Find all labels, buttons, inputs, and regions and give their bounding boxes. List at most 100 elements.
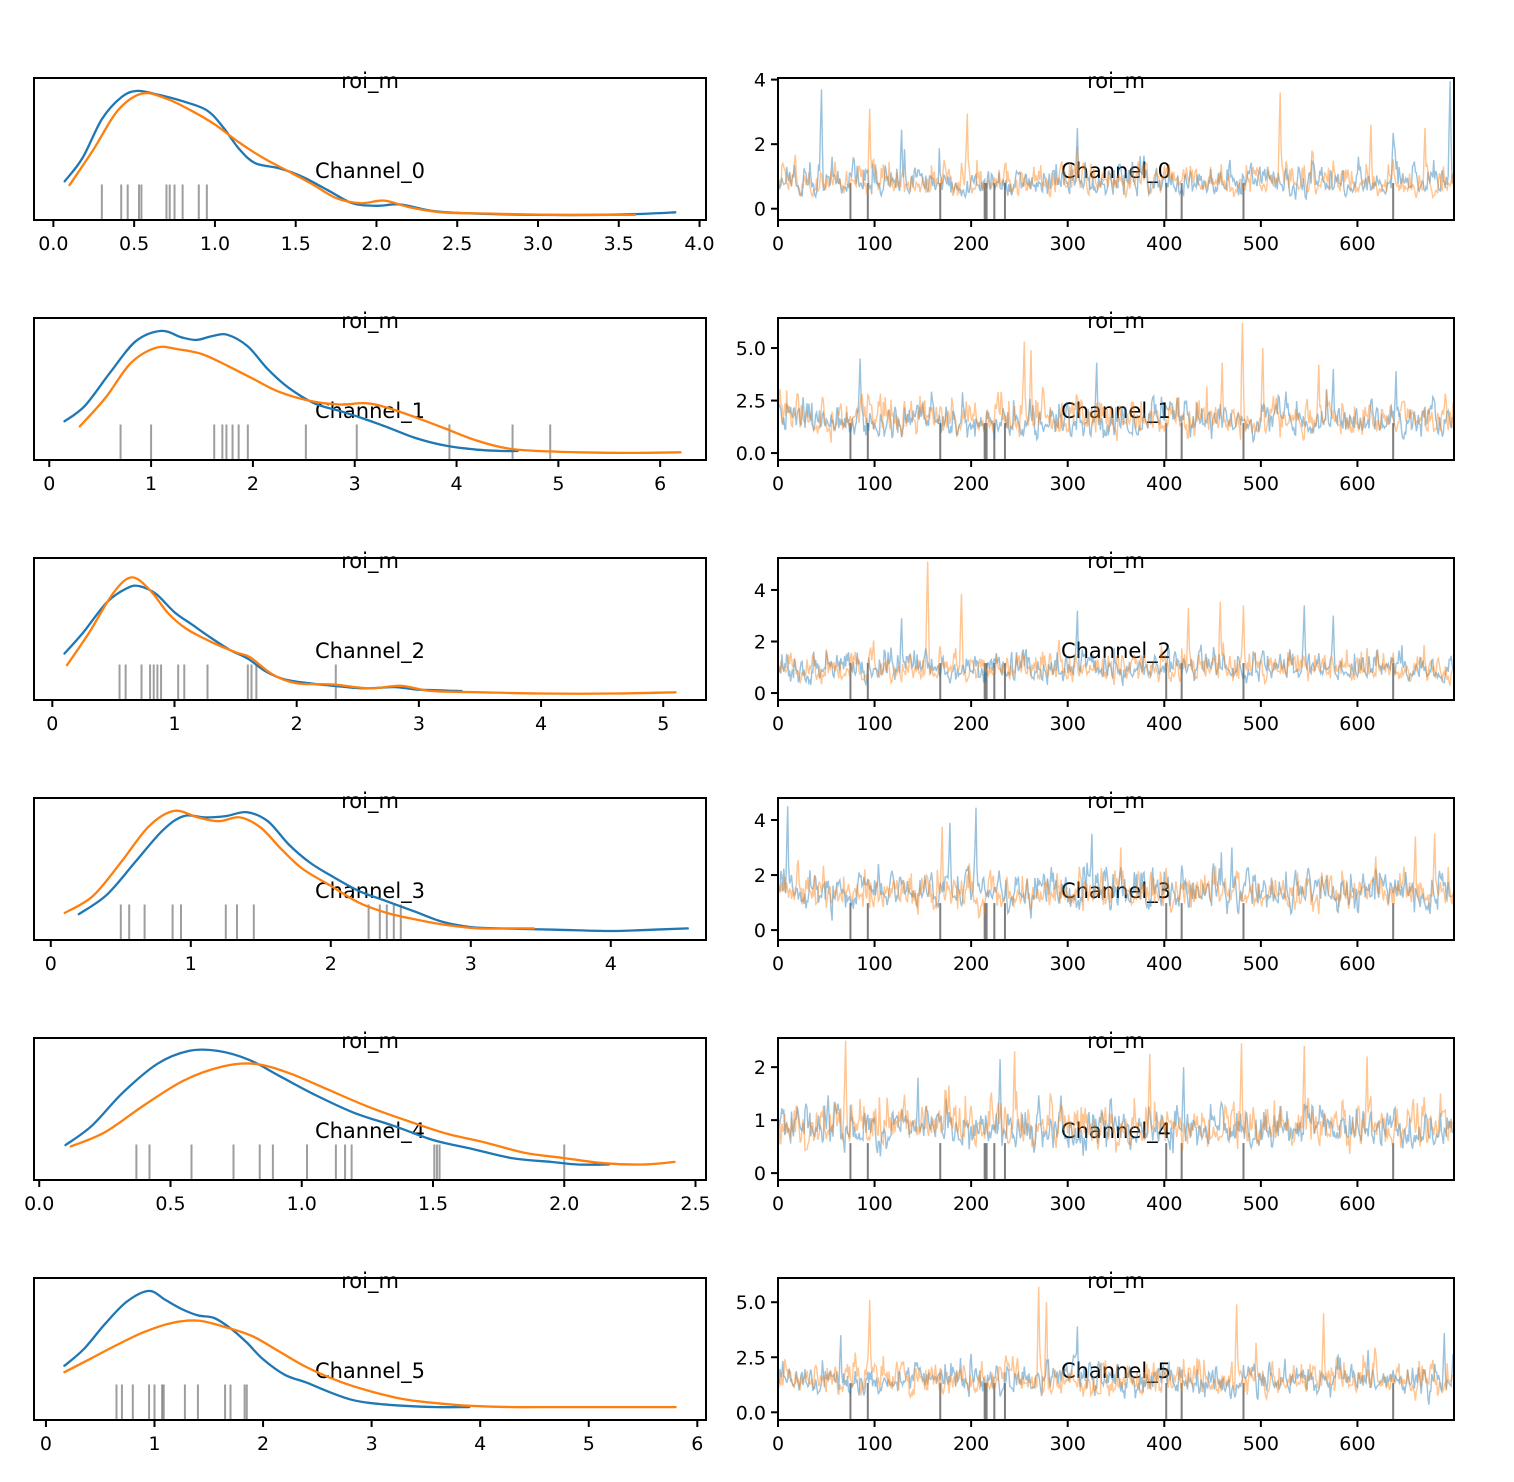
svg-text:3: 3: [366, 1433, 378, 1455]
title-line-1: roi_m: [1087, 69, 1145, 93]
svg-text:100: 100: [856, 1433, 892, 1455]
svg-text:400: 400: [1146, 233, 1182, 255]
svg-text:6: 6: [691, 1433, 703, 1455]
svg-text:2: 2: [754, 631, 766, 653]
svg-text:500: 500: [1243, 713, 1279, 735]
svg-text:2: 2: [291, 713, 303, 735]
svg-text:5.0: 5.0: [736, 1292, 766, 1314]
svg-text:4: 4: [535, 713, 547, 735]
kde-canvas: 0.0 0.5 1.0 1.5 2.0 2.5: [24, 1037, 711, 1215]
svg-text:1.0: 1.0: [200, 233, 230, 255]
svg-text:2.0: 2.0: [361, 233, 391, 255]
svg-text:2.5: 2.5: [680, 1193, 710, 1215]
svg-text:2: 2: [257, 1433, 269, 1455]
svg-text:600: 600: [1339, 1193, 1375, 1215]
title-line-1: roi_m: [1087, 309, 1145, 333]
timeseries-canvas: 0 100 200 300 400 500 600 0.0 2.5 5.0: [736, 317, 1455, 495]
svg-text:0: 0: [46, 713, 58, 735]
timeseries-plot-channel-5: roi_m Channel_5 0 100 200 300 400 500 600 0.0 2.…: [736, 1200, 1514, 1455]
timeseries-canvas: 0 100 200 300 400 500 600 0 2 4: [754, 797, 1455, 975]
title-line-2: Channel_1: [1060, 399, 1172, 423]
svg-text:300: 300: [1050, 473, 1086, 495]
svg-text:0.5: 0.5: [155, 1193, 185, 1215]
title-line-2: Channel_0: [314, 159, 426, 183]
timeseries-plot-channel-0: roi_m Channel_0 0 100 200 300 400 500 600 0 2 4: [754, 0, 1514, 255]
svg-text:100: 100: [856, 1193, 892, 1215]
svg-text:3.0: 3.0: [523, 233, 553, 255]
svg-text:2: 2: [754, 865, 766, 887]
title-line-1: roi_m: [341, 1269, 399, 1293]
svg-text:3: 3: [349, 473, 361, 495]
title-line-2: Channel_3: [314, 879, 426, 903]
svg-text:0: 0: [772, 713, 784, 735]
kde-plot-channel-0: roi_m Channel_0 0.0 0.5 1.0 1.5 2.0 2.5 3.0 3.5…: [0, 0, 757, 255]
title-line-1: roi_m: [341, 549, 399, 573]
svg-text:300: 300: [1050, 233, 1086, 255]
svg-text:1: 1: [185, 953, 197, 975]
svg-text:600: 600: [1339, 1433, 1375, 1455]
svg-text:2.5: 2.5: [442, 233, 472, 255]
svg-text:400: 400: [1146, 1433, 1182, 1455]
kde-canvas: 0 1 2 3 4 5 6: [33, 1277, 707, 1455]
svg-text:2: 2: [754, 1057, 766, 1079]
svg-text:200: 200: [953, 473, 989, 495]
title-line-1: roi_m: [1087, 1269, 1145, 1293]
svg-text:400: 400: [1146, 1193, 1182, 1215]
svg-text:0: 0: [43, 473, 55, 495]
svg-text:500: 500: [1243, 473, 1279, 495]
svg-text:400: 400: [1146, 953, 1182, 975]
svg-text:2: 2: [247, 473, 259, 495]
svg-text:4.0: 4.0: [684, 233, 714, 255]
svg-text:300: 300: [1050, 1433, 1086, 1455]
svg-text:500: 500: [1243, 1193, 1279, 1215]
plot-title: roi_m Channel_0: [778, 6, 1454, 246]
svg-text:500: 500: [1243, 953, 1279, 975]
kde-canvas: 0 1 2 3 4 5: [33, 557, 707, 735]
title-line-2: Channel_2: [314, 639, 426, 663]
svg-text:0: 0: [772, 473, 784, 495]
svg-text:4: 4: [754, 70, 766, 92]
svg-text:100: 100: [856, 953, 892, 975]
timeseries-plot-channel-2: roi_m Channel_2 0 100 200 300 400 500 600 0 2 4: [754, 480, 1514, 735]
svg-text:1: 1: [754, 1110, 766, 1132]
plot-title: roi_m Channel_3: [34, 726, 706, 966]
svg-text:300: 300: [1050, 953, 1086, 975]
svg-text:6: 6: [654, 473, 666, 495]
svg-text:2.0: 2.0: [549, 1193, 579, 1215]
svg-text:0: 0: [40, 1433, 52, 1455]
kde-plot-channel-4: roi_m Channel_4 0.0 0.5 1.0 1.5 2.0 2.5: [0, 960, 757, 1215]
timeseries-canvas: 0 100 200 300 400 500 600 0 2 4: [754, 557, 1455, 735]
title-line-1: roi_m: [1087, 1029, 1145, 1053]
kde-canvas: 0.0 0.5 1.0 1.5 2.0 2.5 3.0 3.5 4.0: [33, 77, 715, 255]
svg-text:200: 200: [953, 953, 989, 975]
kde-canvas: 0 1 2 3 4: [33, 797, 707, 975]
svg-text:0: 0: [754, 920, 766, 942]
svg-text:5.0: 5.0: [736, 338, 766, 360]
plot-title: roi_m Channel_3: [778, 726, 1454, 966]
title-line-1: roi_m: [1087, 789, 1145, 813]
kde-plot-channel-2: roi_m Channel_2 0 1 2 3 4 5: [0, 480, 757, 735]
svg-text:0.0: 0.0: [24, 1193, 54, 1215]
plot-title: roi_m Channel_2: [778, 486, 1454, 726]
svg-text:0: 0: [754, 683, 766, 705]
svg-text:4: 4: [754, 810, 766, 832]
svg-text:2.5: 2.5: [736, 391, 766, 413]
title-line-1: roi_m: [341, 789, 399, 813]
plot-title: roi_m Channel_5: [778, 1206, 1454, 1446]
title-line-1: roi_m: [1087, 549, 1145, 573]
svg-text:0.5: 0.5: [119, 233, 149, 255]
svg-text:500: 500: [1243, 1433, 1279, 1455]
svg-text:1.0: 1.0: [287, 1193, 317, 1215]
svg-text:0.0: 0.0: [736, 443, 766, 465]
svg-text:2.5: 2.5: [736, 1347, 766, 1369]
kde-plot-channel-3: roi_m Channel_3 0 1 2 3 4: [0, 720, 757, 975]
svg-text:0.0: 0.0: [38, 233, 68, 255]
svg-text:2: 2: [325, 953, 337, 975]
svg-text:300: 300: [1050, 1193, 1086, 1215]
plot-title: roi_m Channel_2: [34, 486, 706, 726]
svg-text:0: 0: [772, 953, 784, 975]
svg-text:1: 1: [148, 1433, 160, 1455]
title-line-2: Channel_3: [1060, 879, 1172, 903]
plot-title: roi_m Channel_0: [34, 6, 706, 246]
svg-text:200: 200: [953, 1433, 989, 1455]
